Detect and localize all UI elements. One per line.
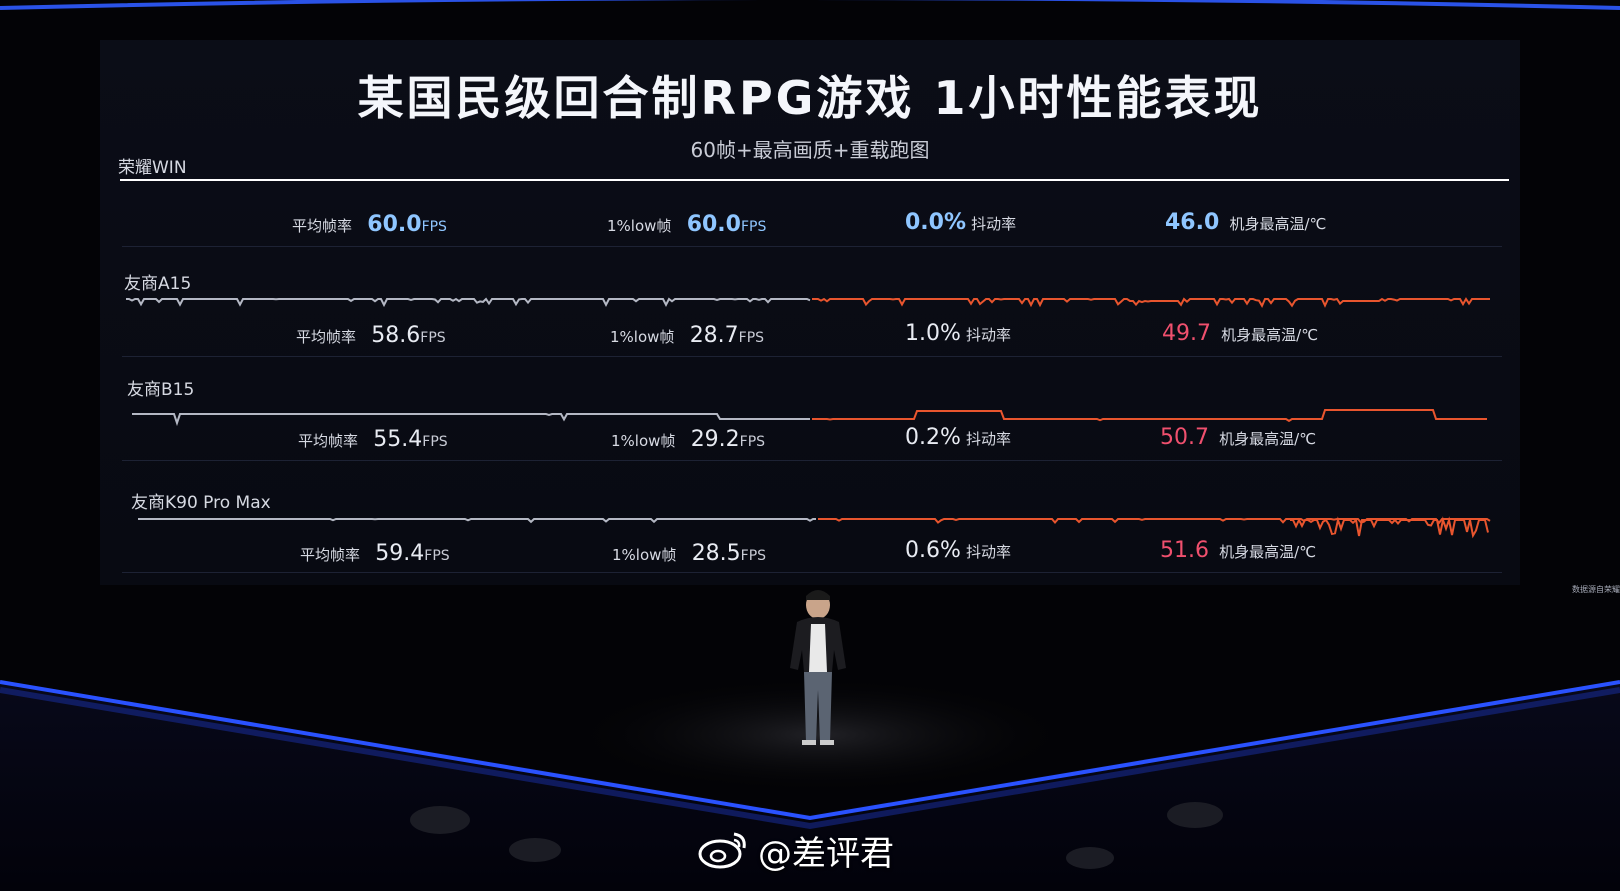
low-fps-label: 1%low帧 bbox=[612, 546, 677, 564]
temp-value: 51.6 bbox=[1160, 538, 1209, 563]
low-fps-label: 1%low帧 bbox=[607, 217, 672, 235]
fps-unit: FPS bbox=[420, 330, 446, 346]
metric-max-temp: 49.7 机身最高温/℃ bbox=[1162, 321, 1318, 346]
jitter-label: 抖动率 bbox=[971, 215, 1017, 233]
row-divider bbox=[122, 572, 1502, 573]
trace-k90-hot-spikes bbox=[1290, 516, 1489, 539]
avg-fps-value: 58.6 bbox=[371, 323, 421, 348]
temp-value: 50.7 bbox=[1160, 425, 1209, 450]
jitter-label: 抖动率 bbox=[966, 543, 1012, 561]
avg-fps-label: 平均帧率 bbox=[300, 546, 361, 564]
trace-k90-normal bbox=[138, 518, 816, 524]
low-fps-value: 29.2 bbox=[690, 427, 740, 452]
metric-jitter: 0.0% 抖动率 bbox=[905, 210, 1016, 235]
trace-b15-hot bbox=[812, 409, 1487, 423]
device-name-a15: 友商A15 bbox=[124, 274, 192, 294]
metric-low-fps: 1%low帧 28.7FPS bbox=[610, 323, 764, 348]
fps-unit: FPS bbox=[738, 330, 765, 346]
metric-jitter: 0.6% 抖动率 bbox=[905, 538, 1011, 563]
metric-low-fps: 1%low帧 60.0FPS bbox=[607, 212, 766, 237]
fps-unit: FPS bbox=[422, 434, 448, 450]
avg-fps-label: 平均帧率 bbox=[296, 328, 357, 346]
low-fps-value: 28.5 bbox=[691, 541, 741, 566]
row-divider bbox=[122, 460, 1502, 461]
temp-label: 机身最高温/℃ bbox=[1219, 543, 1317, 561]
jitter-value: 0.6% bbox=[905, 538, 961, 563]
avg-fps-value: 55.4 bbox=[373, 427, 423, 452]
watermark-text: @差评君 bbox=[758, 834, 894, 874]
jitter-value: 0.0% bbox=[905, 210, 967, 235]
slide-title: 某国民级回合制RPG游戏 1小时性能表现 bbox=[357, 71, 1263, 125]
presentation-screen bbox=[100, 40, 1520, 585]
temp-label: 机身最高温/℃ bbox=[1229, 215, 1327, 233]
metric-low-fps: 1%low帧 28.5FPS bbox=[612, 541, 766, 566]
device-name-honor-win: 荣耀WIN bbox=[118, 158, 187, 178]
fps-unit: FPS bbox=[740, 219, 767, 235]
fps-unit: FPS bbox=[740, 548, 767, 564]
metric-avg-fps: 平均帧率 55.4FPS bbox=[298, 427, 448, 452]
metric-low-fps: 1%low帧 29.2FPS bbox=[611, 427, 765, 452]
metric-jitter: 1.0% 抖动率 bbox=[905, 321, 1011, 346]
metric-max-temp: 50.7 机身最高温/℃ bbox=[1160, 425, 1316, 450]
trace-b15-normal bbox=[132, 413, 810, 427]
jitter-label: 抖动率 bbox=[966, 430, 1012, 448]
low-fps-label: 1%low帧 bbox=[610, 328, 675, 346]
device-name-k90-pro-max: 友商K90 Pro Max bbox=[131, 493, 271, 513]
device-name-b15: 友商B15 bbox=[127, 380, 195, 400]
low-fps-value: 28.7 bbox=[689, 323, 739, 348]
low-fps-label: 1%low帧 bbox=[611, 432, 676, 450]
temp-label: 机身最高温/℃ bbox=[1221, 326, 1319, 344]
metric-jitter: 0.2% 抖动率 bbox=[905, 425, 1011, 450]
avg-fps-label: 平均帧率 bbox=[298, 432, 359, 450]
trace-a15-normal bbox=[126, 297, 811, 308]
temp-label: 机身最高温/℃ bbox=[1219, 430, 1317, 448]
avg-fps-value: 59.4 bbox=[375, 541, 425, 566]
metric-avg-fps: 平均帧率 59.4FPS bbox=[300, 541, 450, 566]
row-divider bbox=[122, 246, 1502, 247]
weibo-logo-icon bbox=[698, 832, 746, 869]
jitter-value: 0.2% bbox=[905, 425, 961, 450]
fps-unit: FPS bbox=[424, 548, 450, 564]
metric-max-temp: 46.0 机身最高温/℃ bbox=[1165, 210, 1326, 235]
jitter-label: 抖动率 bbox=[966, 326, 1012, 344]
metric-avg-fps: 平均帧率 58.6FPS bbox=[296, 323, 446, 348]
temp-value: 49.7 bbox=[1162, 321, 1211, 346]
fps-unit: FPS bbox=[421, 219, 447, 235]
avg-fps-label: 平均帧率 bbox=[292, 217, 353, 235]
low-fps-value: 60.0 bbox=[686, 212, 741, 237]
trace-a15-hot bbox=[812, 297, 1490, 308]
jitter-value: 1.0% bbox=[905, 321, 961, 346]
temp-value: 46.0 bbox=[1165, 210, 1220, 235]
metric-max-temp: 51.6 机身最高温/℃ bbox=[1160, 538, 1316, 563]
slide-subtitle: 60帧+最高画质+重载跑图 bbox=[690, 138, 930, 162]
avg-fps-value: 60.0 bbox=[367, 212, 422, 237]
row-divider bbox=[122, 356, 1502, 357]
metric-avg-fps: 平均帧率 60.0FPS bbox=[292, 212, 447, 237]
data-source-note: 数据源自荣耀 bbox=[1572, 585, 1620, 594]
fps-unit: FPS bbox=[739, 434, 766, 450]
